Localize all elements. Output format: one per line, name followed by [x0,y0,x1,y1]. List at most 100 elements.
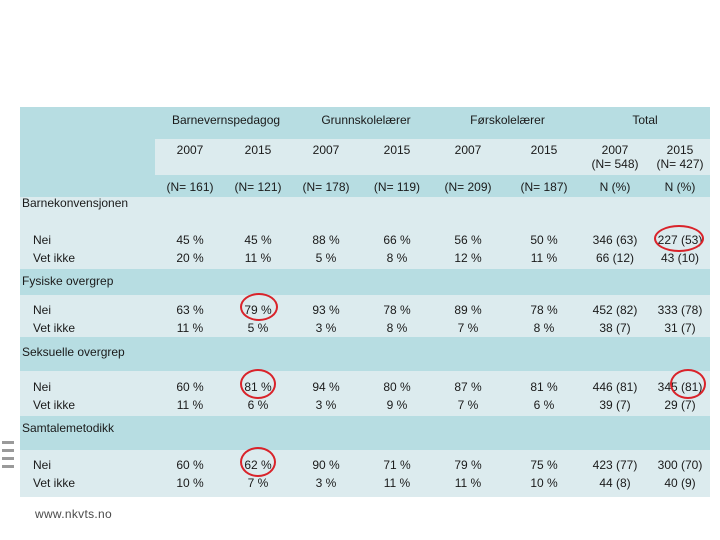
section-band [20,450,710,497]
count-header: (N= 119) [373,180,421,194]
section-title: Samtalemetodikk [22,421,115,435]
row-label: Nei [33,458,52,472]
section-title: Seksuelle overgrep [22,345,125,359]
count-row-band [155,175,710,197]
header-group-forskolelaerer [435,107,580,139]
table-cell: 79 % [454,458,482,472]
table-cell: 5 % [315,251,337,265]
table-cell: 78 % [383,303,411,317]
table-cell: 11 % [454,476,482,490]
column-group-label: Total [632,113,658,127]
table-cell: 60 % [176,380,204,394]
table-cell: 11 % [244,251,272,265]
section-band [20,269,710,295]
count-header: N (%) [664,180,696,194]
logo-mark [2,465,14,468]
footer-url: www.nkvts.no [35,507,112,521]
table-cell: 3 % [315,476,337,490]
table-cell: 11 % [176,321,204,335]
table-cell: 9 % [386,398,408,412]
table-cell: 31 (7) [664,321,696,335]
row-label: Nei [33,380,52,394]
table-cell: 452 (82) [592,303,638,317]
table-cell: 71 % [383,458,411,472]
row-label: Vet ikke [33,251,76,265]
year-header: 2015 [530,143,558,157]
table-cell: 88 % [312,233,340,247]
table-cell: 40 (9) [664,476,696,490]
table-cell: 8 % [533,321,555,335]
header-group-barnevernspedagog [155,107,297,139]
table-cell: 90 % [312,458,340,472]
column-group-label: Grunnskolelærer [321,113,411,127]
table-cell: 75 % [530,458,558,472]
section-band [20,416,710,450]
table-cell: 89 % [454,303,482,317]
table-cell: 20 % [176,251,204,265]
highlight-circle [654,225,704,252]
table-cell: 78 % [530,303,558,317]
table-cell: 300 (70) [657,458,703,472]
table-cell: 66 (12) [595,251,635,265]
row-label-column [20,107,155,197]
row-label: Nei [33,303,52,317]
section-title: Barnekonvensjonen [22,196,129,210]
table-cell: 7 % [457,321,479,335]
table-cell: 11 % [383,476,411,490]
table-cell: 63 % [176,303,204,317]
table-cell: 3 % [315,321,337,335]
column-group-label: Førskolelærer [470,113,545,127]
table-cell: 43 (10) [660,251,700,265]
table-cell: 8 % [386,321,408,335]
year-row-band [155,139,710,175]
table-cell: 44 (8) [599,476,631,490]
table-cell: 5 % [247,321,269,335]
table-cell: 12 % [454,251,482,265]
table-cell: 11 % [176,398,204,412]
table-cell: 6 % [247,398,269,412]
year-header: 2007 [454,143,482,157]
count-header: (N= 187) [520,180,568,194]
column-group-label: Barnevernspedagog [171,113,281,127]
section-band [20,337,710,371]
table-cell: 423 (77) [592,458,638,472]
count-header: (N= 121) [234,180,282,194]
table-cell: 87 % [454,380,482,394]
table-cell: 446 (81) [592,380,638,394]
row-label: Vet ikke [33,398,76,412]
header-group-grunnskolelaerer [297,107,435,139]
table-cell: 80 % [383,380,411,394]
table-cell: 6 % [533,398,555,412]
highlight-circle [240,293,278,321]
table-cell: 94 % [312,380,340,394]
table-cell: 29 (7) [664,398,696,412]
year-header: 2007 [312,143,340,157]
table-cell: 66 % [383,233,411,247]
header-group-total [580,107,710,139]
section-band [20,227,710,269]
table-cell: 81 % [530,380,558,394]
table-cell: 38 (7) [599,321,631,335]
table-cell: 8 % [386,251,408,265]
count-header: N (%) [599,180,631,194]
row-label: Vet ikke [33,321,76,335]
count-header: (N= 161) [166,180,214,194]
section-title: Fysiske overgrep [22,274,114,288]
section-band [20,371,710,416]
table-cell: 50 % [530,233,558,247]
highlight-circle [240,369,276,399]
table-cell: 45 % [176,233,204,247]
table-cell: 10 % [530,476,558,490]
highlight-circle [670,369,706,399]
table-cell: 333 (78) [657,303,703,317]
year-header: 2015 (N= 427) [656,143,704,171]
logo-mark [2,441,14,444]
count-header: (N= 209) [444,180,492,194]
count-header: (N= 178) [302,180,350,194]
highlight-circle [240,447,276,477]
table-cell: 3 % [315,398,337,412]
year-header: 2015 [383,143,411,157]
table-cell: 346 (63) [592,233,638,247]
table-cell: 56 % [454,233,482,247]
logo-mark [2,457,14,460]
